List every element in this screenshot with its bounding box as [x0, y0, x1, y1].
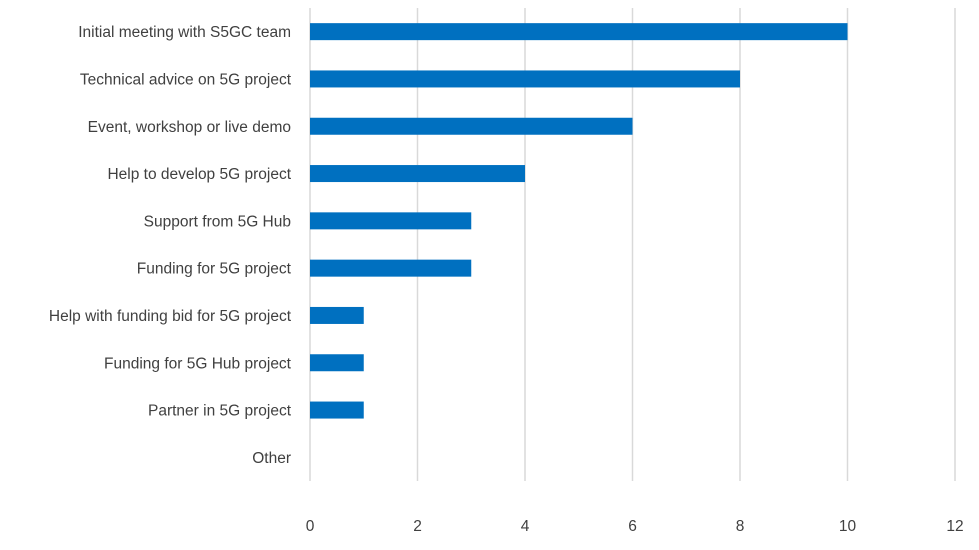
bars	[310, 23, 848, 419]
bar	[310, 306, 364, 324]
category-label: Funding for 5G project	[137, 261, 292, 278]
x-tick-label: 12	[946, 518, 963, 535]
category-label: Support from 5G Hub	[144, 213, 291, 230]
category-label: Help with funding bid for 5G project	[49, 308, 292, 325]
category-label: Technical advice on 5G project	[80, 71, 292, 88]
x-tick-labels: 0 2 4 6 8 10 12	[306, 518, 964, 535]
bar	[310, 354, 364, 372]
category-label: Partner in 5G project	[148, 403, 292, 420]
bar	[310, 117, 633, 135]
category-labels: Initial meeting with S5GC team Technical …	[49, 24, 292, 467]
bar	[310, 70, 740, 88]
x-tick-label: 10	[839, 518, 857, 535]
bar	[310, 23, 848, 41]
x-tick-label: 0	[306, 518, 315, 535]
bar	[310, 212, 472, 230]
x-tick-label: 6	[628, 518, 637, 535]
category-label: Event, workshop or live demo	[88, 119, 291, 136]
category-label: Other	[252, 450, 291, 467]
x-tick-label: 4	[521, 518, 530, 535]
x-tick-label: 8	[736, 518, 745, 535]
bar	[310, 165, 525, 183]
category-label: Funding for 5G Hub project	[104, 355, 292, 372]
x-tick-label: 2	[413, 518, 422, 535]
bar	[310, 401, 364, 419]
bar	[310, 259, 472, 277]
category-label: Initial meeting with S5GC team	[78, 24, 291, 41]
category-label: Help to develop 5G project	[107, 166, 291, 183]
